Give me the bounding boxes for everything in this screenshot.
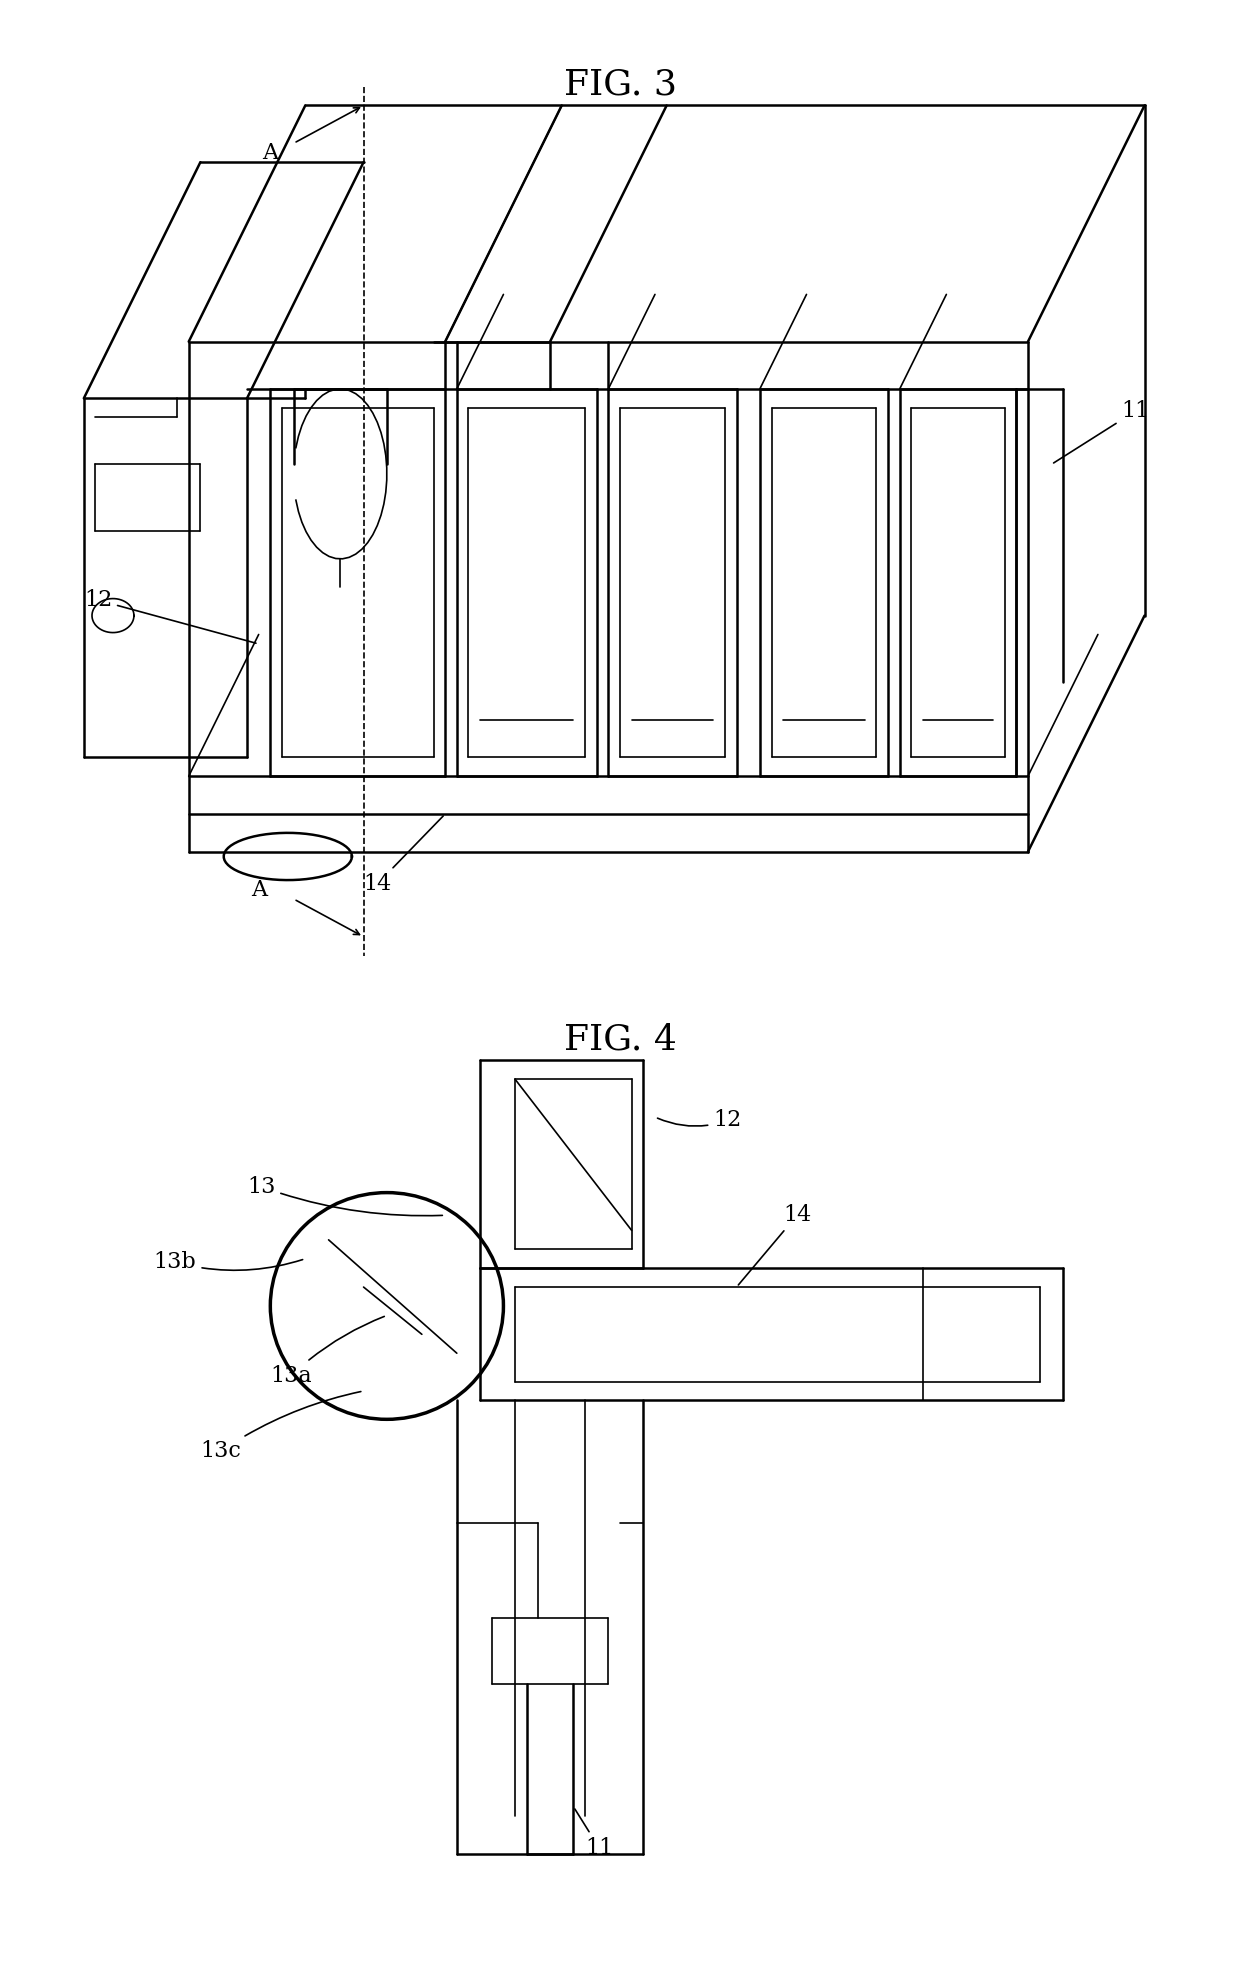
Text: FIG. 3: FIG. 3 (563, 67, 677, 102)
Text: A: A (250, 878, 267, 901)
Text: 12: 12 (657, 1110, 742, 1132)
Text: 13c: 13c (201, 1391, 361, 1462)
Text: 13b: 13b (154, 1252, 303, 1273)
Text: 14: 14 (738, 1204, 811, 1285)
Text: 11: 11 (1054, 400, 1149, 462)
Text: 13: 13 (247, 1175, 443, 1216)
Text: 13a: 13a (270, 1317, 384, 1387)
Text: 11: 11 (575, 1809, 614, 1860)
Text: FIG. 4: FIG. 4 (563, 1023, 677, 1057)
Text: A: A (263, 142, 278, 163)
Text: 12: 12 (84, 588, 255, 644)
Text: 14: 14 (363, 817, 443, 895)
